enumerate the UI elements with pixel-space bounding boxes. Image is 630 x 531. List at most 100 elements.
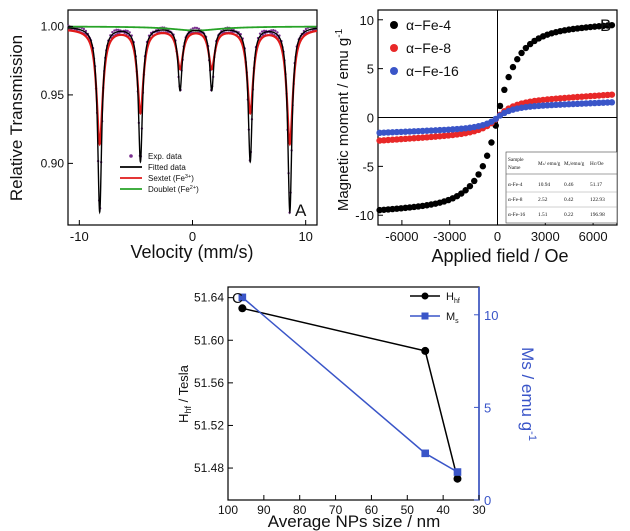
moment-point [471,177,478,185]
ms-point [453,468,462,476]
table-cell: 0.42 [564,197,574,203]
panel-c-ylabel-right: Ms / emu g-1 [518,347,538,441]
legend-fitted-label: Fitted data [148,163,186,172]
moment-point [462,187,469,194]
hhf-point [453,474,462,483]
exp-data-point [304,27,308,31]
exp-data-point [195,26,199,30]
exp-data-point [128,31,131,34]
legend-label: α−Fe-8 [406,40,451,56]
x-tick-label: 30 [472,503,486,517]
moment-point [522,44,530,52]
table-cell: α-Fe-4 [508,182,523,188]
sextet-curve [67,29,318,147]
x-tick-label: 80 [293,503,307,517]
panel-b-legend: α−Fe-4 α−Fe-8 α−Fe-16 [390,17,459,79]
exp-data-point [193,26,197,30]
y-tick-label-left: 51.52 [194,418,224,432]
x-tick-label: -3000 [433,229,466,244]
table-header: Sample [508,157,524,163]
moment-point [488,139,495,146]
exp-data-point [126,29,129,33]
table-cell: 0.46 [564,182,574,188]
table-cell: 2.52 [538,197,548,203]
hhf-point [238,304,247,313]
panel-a-letter: A [295,201,307,220]
inset-table-frame [505,151,618,224]
exp-data-point [82,27,86,31]
y-tick-label-left: 51.64 [194,291,224,305]
x-tick-label: 50 [401,503,415,517]
table-cell: 1.51 [538,212,548,218]
table-cell: 51.17 [590,182,602,188]
x-tick-label: 40 [436,503,450,517]
moment-point [514,56,521,63]
y-tick-label: -10 [355,208,374,223]
x-tick-label: 60 [365,503,379,517]
exp-data-point [111,31,114,34]
legend-label: α−Fe-16 [406,63,459,79]
y-tick-label-right: 5 [484,400,491,415]
x-tick-label: 0 [494,229,501,244]
legend-ms-marker [421,312,429,320]
y-tick-label: 0.95 [41,88,65,102]
table-cell: 196.98 [590,212,605,218]
moment-point [475,171,482,178]
x-tick-label: 90 [257,503,271,517]
y-tick-label: 5 [367,62,374,77]
x-tick-label: 10 [298,229,312,244]
x-tick-label: 70 [329,503,343,517]
panel-c: 100 90 80 70 60 50 40 3051.4851.5251.5651.6051.… [176,286,538,531]
moment-point [518,49,525,57]
y-tick-label: 0.90 [41,156,65,170]
moment-point [501,86,508,94]
legend-exp-label: Exp. data [148,152,182,161]
table-cell: α-Fe-16 [508,212,526,218]
exp-data-point [197,27,201,30]
panel-a-legend: Exp. data Fitted data Sextet (Fe3+) Doub… [120,152,199,194]
panel-b-ylabel: Magnetic moment / emu g-1 [334,28,352,211]
panel-c-frame [227,286,480,501]
exp-data-point [262,29,266,33]
legend-doublet-label: Doublet (Fe2+) [148,185,199,194]
hhf-point [421,346,430,355]
exp-data-point [274,29,277,33]
table-header: Hc/Oe [590,161,604,167]
panel-a-xlabel: Velocity (mm/s) [130,242,253,262]
x-tick-label: 100 [218,503,238,517]
moment-point [608,21,616,29]
ms-point [238,293,247,302]
moment-point [505,73,512,81]
legend-sextet-label: Sextet (Fe3+) [148,174,194,183]
legend-hhf-marker [421,292,429,300]
ms-point [421,449,430,458]
legend-marker [390,21,398,29]
exp-data-point [115,28,118,32]
moment-point [492,115,499,123]
table-cell: 122.93 [590,197,605,203]
exp-data-point [117,28,120,32]
moment-point [496,102,504,110]
y-tick-label-right: 0 [484,493,491,508]
exp-data-point [258,32,262,35]
series-line [241,296,458,473]
panel-b-letter: B [600,16,611,35]
exp-data-point [272,29,275,32]
panel-c-ylabel-left: Hhf / Tesla [176,364,193,423]
panel-a: -10 0 10 0.90 0.95 1.00 Relative Transmission… [7,9,318,262]
y-tick-label-right: 10 [484,308,498,323]
y-tick-label-left: 51.56 [194,376,224,390]
x-tick-label: 3000 [531,229,560,244]
y-tick-label: 0 [367,111,374,126]
exp-data-point [276,31,279,34]
exp-data-point [260,30,264,33]
legend-marker [390,67,398,75]
x-tick-label: -10 [70,229,89,244]
x-tick-label: 0 [189,229,196,244]
legend-label: α−Fe-4 [406,17,451,33]
y-tick-label: -5 [362,159,374,174]
table-cell: α-Fe-8 [508,197,523,203]
panel-b-xlabel: Applied field / Oe [431,246,568,266]
panel-c-letter: C [232,290,243,307]
panel-b-inset-table: Sample Name Mₛ/ emu/g Mᵣ/emu/g Hc/Oe α-Fe-4 10… [505,151,618,224]
